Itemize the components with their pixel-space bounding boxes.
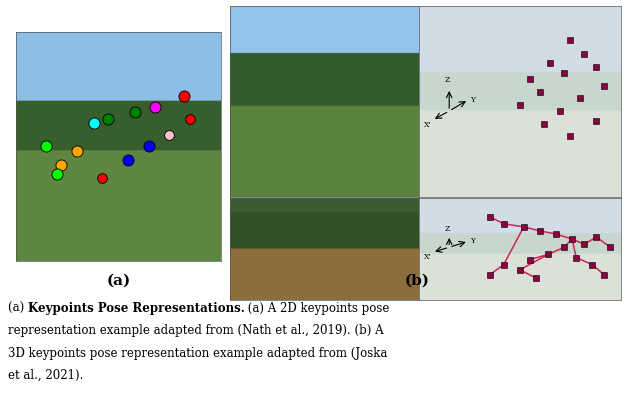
Text: Z: Z bbox=[445, 225, 450, 233]
Text: (b): (b) bbox=[404, 273, 430, 288]
Text: (a) A 2D keypoints pose: (a) A 2D keypoints pose bbox=[244, 302, 390, 315]
Text: (a): (a) bbox=[8, 302, 28, 315]
Text: (a): (a) bbox=[106, 273, 130, 288]
Text: Y: Y bbox=[470, 237, 475, 245]
Text: representation example adapted from (Nath et al., 2019). (b) A: representation example adapted from (Nat… bbox=[8, 324, 383, 337]
Text: Keypoints Pose Representations.: Keypoints Pose Representations. bbox=[28, 302, 244, 315]
Text: Y: Y bbox=[470, 96, 475, 103]
Text: X': X' bbox=[423, 253, 431, 261]
Text: X': X' bbox=[423, 121, 431, 129]
Text: et al., 2021).: et al., 2021). bbox=[8, 369, 83, 382]
Text: Z: Z bbox=[445, 76, 450, 84]
Text: 3D keypoints pose representation example adapted from (Joska: 3D keypoints pose representation example… bbox=[8, 347, 387, 359]
